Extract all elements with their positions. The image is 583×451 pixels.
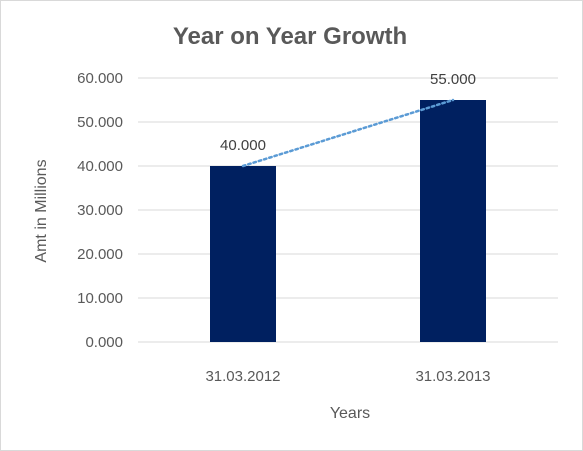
data-label: 40.000 xyxy=(220,137,266,154)
y-tick-labels: 0.000 10.000 20.000 30.000 40.000 50.000 60.00… xyxy=(77,70,123,351)
y-tick-label: 20.000 xyxy=(77,246,123,263)
x-tick-labels: 31.03.2012 31.03.2013 xyxy=(205,368,490,385)
bar xyxy=(420,100,486,342)
y-tick-label: 50.000 xyxy=(77,114,123,131)
y-tick-label: 30.000 xyxy=(77,202,123,219)
y-tick-label: 10.000 xyxy=(77,290,123,307)
y-tick-label: 60.000 xyxy=(77,70,123,87)
x-tick-label: 31.03.2012 xyxy=(205,368,280,385)
bars xyxy=(210,100,486,342)
trendline-group xyxy=(241,98,455,168)
trendline xyxy=(241,98,455,168)
x-axis-title: Years xyxy=(330,405,370,422)
data-labels: 40.000 55.000 xyxy=(220,71,476,154)
y-tick-label: 0.000 xyxy=(85,334,123,351)
chart-title: Year on Year Growth xyxy=(173,23,407,50)
gridlines xyxy=(138,77,558,343)
y-tick-label: 40.000 xyxy=(77,158,123,175)
x-tick-label: 31.03.2013 xyxy=(415,368,490,385)
y-axis-title: Amt in Millions xyxy=(33,159,50,262)
data-label: 55.000 xyxy=(430,71,476,88)
bar xyxy=(210,166,276,342)
